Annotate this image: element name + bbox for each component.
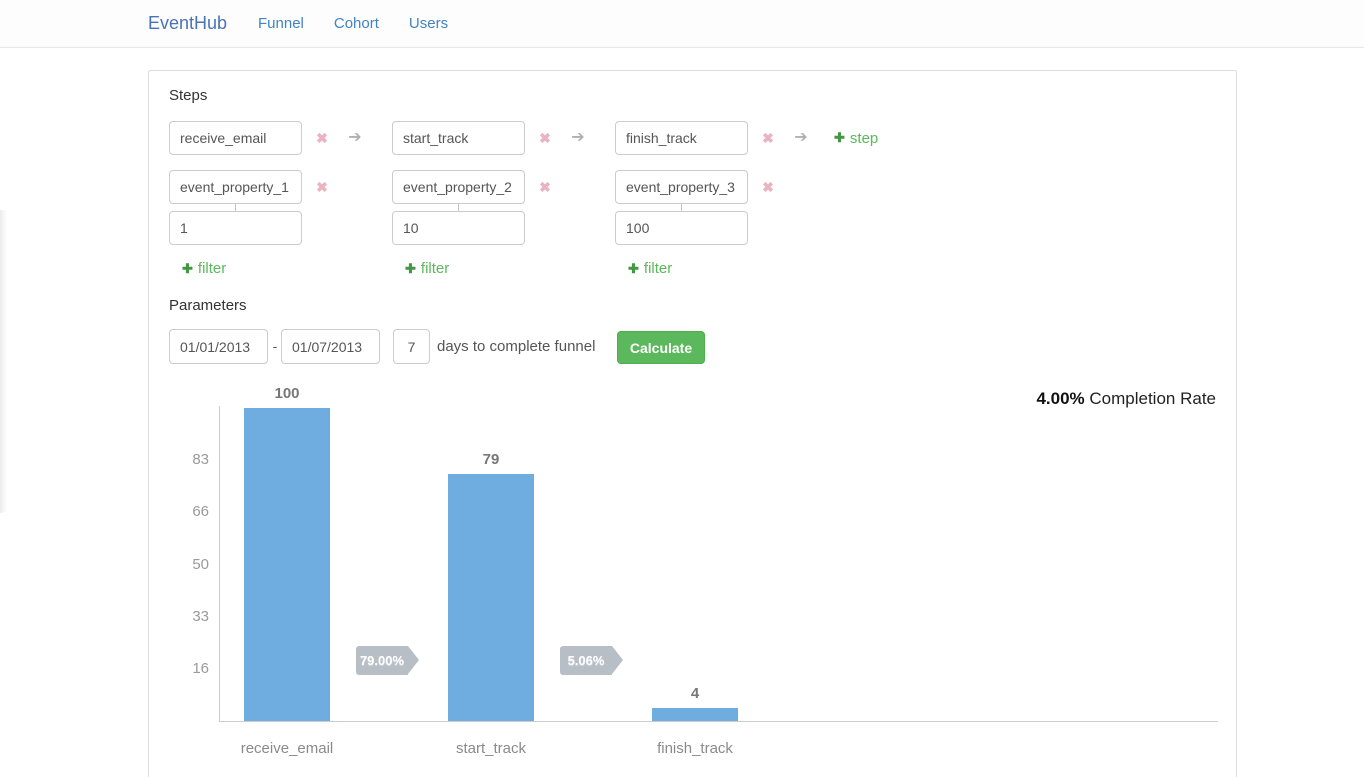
x-axis-label: receive_email: [240, 740, 334, 757]
nav-item-users[interactable]: Users: [408, 15, 449, 32]
filter-connector-line: [458, 204, 459, 211]
arrow-right-icon: ➔: [348, 129, 362, 146]
event-property-input-2[interactable]: [392, 170, 525, 204]
x-axis-label: start_track: [455, 740, 527, 757]
plus-icon: ✚: [834, 130, 845, 145]
x-axis-label: finish_track: [657, 740, 733, 757]
step-column-1: ✖ ➔ ✖ ✚filter: [169, 71, 392, 301]
plus-icon: ✚: [405, 260, 416, 276]
top-navbar: EventHub Funnel Cohort Users: [0, 0, 1364, 48]
arrow-right-icon: ➔: [794, 129, 808, 146]
steps-title: Steps: [169, 87, 208, 104]
remove-filter-icon[interactable]: ✖: [539, 179, 551, 195]
brand-eventhub[interactable]: EventHub: [148, 13, 228, 33]
bar-value-label: 4: [690, 685, 700, 703]
bar-value-label: 100: [274, 385, 300, 402]
property-value-input-1[interactable]: [169, 211, 302, 245]
completion-rate: 4.00% Completion Rate: [1036, 389, 1216, 409]
remove-step-icon[interactable]: ✖: [316, 130, 328, 146]
arrow-right-icon: ➔: [571, 129, 585, 146]
nav-links: Funnel Cohort Users: [258, 0, 448, 47]
step-event-input-2[interactable]: [392, 121, 525, 155]
y-axis-tick: 66: [192, 503, 209, 521]
remove-step-icon[interactable]: ✖: [762, 130, 774, 146]
funnel-chart: 16 33 50 66 83 100 receive_email 79 start_track 7…: [192, 385, 1218, 757]
plus-icon: ✚: [182, 260, 193, 276]
bar-value-label: 79: [482, 450, 500, 468]
step-event-input-3[interactable]: [615, 121, 748, 155]
funnel-bar: [448, 473, 534, 721]
parameters-title: Parameters: [169, 297, 247, 314]
funnel-bar: [652, 708, 738, 721]
days-to-complete-label: days to complete funnel: [437, 338, 596, 355]
end-date-input[interactable]: [281, 329, 380, 364]
y-axis-tick: 83: [192, 451, 209, 469]
y-axis-tick: 16: [192, 659, 209, 677]
step-event-input-1[interactable]: [169, 121, 302, 155]
completion-rate-value: 4.00%: [1036, 389, 1085, 408]
step-column-2: ✖ ➔ ✖ ✚filter: [392, 71, 615, 301]
step-column-3: ✖ ➔ ✖ ✚filter: [615, 71, 838, 301]
event-property-input-1[interactable]: [169, 170, 302, 204]
remove-filter-icon[interactable]: ✖: [762, 179, 774, 195]
conversion-rate-badge: 5.06%: [560, 646, 623, 675]
funnel-panel: Steps ✖ ➔ ✖ ✚filter ✖ ➔ ✖ ✚filter ✖ ➔ ✖ …: [148, 70, 1237, 777]
nav-item-cohort[interactable]: Cohort: [333, 15, 379, 32]
plus-icon: ✚: [628, 260, 639, 276]
add-filter-button[interactable]: ✚ filter: [628, 260, 673, 277]
y-axis-tick: 33: [192, 607, 209, 625]
nav-item-funnel[interactable]: Funnel: [258, 15, 304, 32]
calculate-button[interactable]: Calculate: [617, 331, 705, 364]
remove-step-icon[interactable]: ✖: [539, 130, 551, 146]
completion-rate-label: Completion Rate: [1089, 389, 1216, 408]
event-property-input-3[interactable]: [615, 170, 748, 204]
start-date-input[interactable]: [169, 329, 268, 364]
add-filter-button[interactable]: ✚ filter: [405, 260, 450, 277]
conversion-rate-badge: 79.00%: [356, 646, 419, 675]
add-step-button[interactable]: ✚ step: [834, 129, 879, 147]
offscreen-panel-edge: [0, 210, 7, 513]
filter-connector-line: [235, 204, 236, 211]
remove-filter-icon[interactable]: ✖: [316, 179, 328, 195]
property-value-input-2[interactable]: [392, 211, 525, 245]
y-axis-tick: 50: [192, 555, 209, 573]
funnel-bar: [244, 408, 330, 721]
filter-connector-line: [681, 204, 682, 211]
date-range-separator: -: [272, 338, 278, 354]
days-input[interactable]: [393, 329, 430, 364]
property-value-input-3[interactable]: [615, 211, 748, 245]
add-filter-button[interactable]: ✚ filter: [182, 260, 227, 277]
